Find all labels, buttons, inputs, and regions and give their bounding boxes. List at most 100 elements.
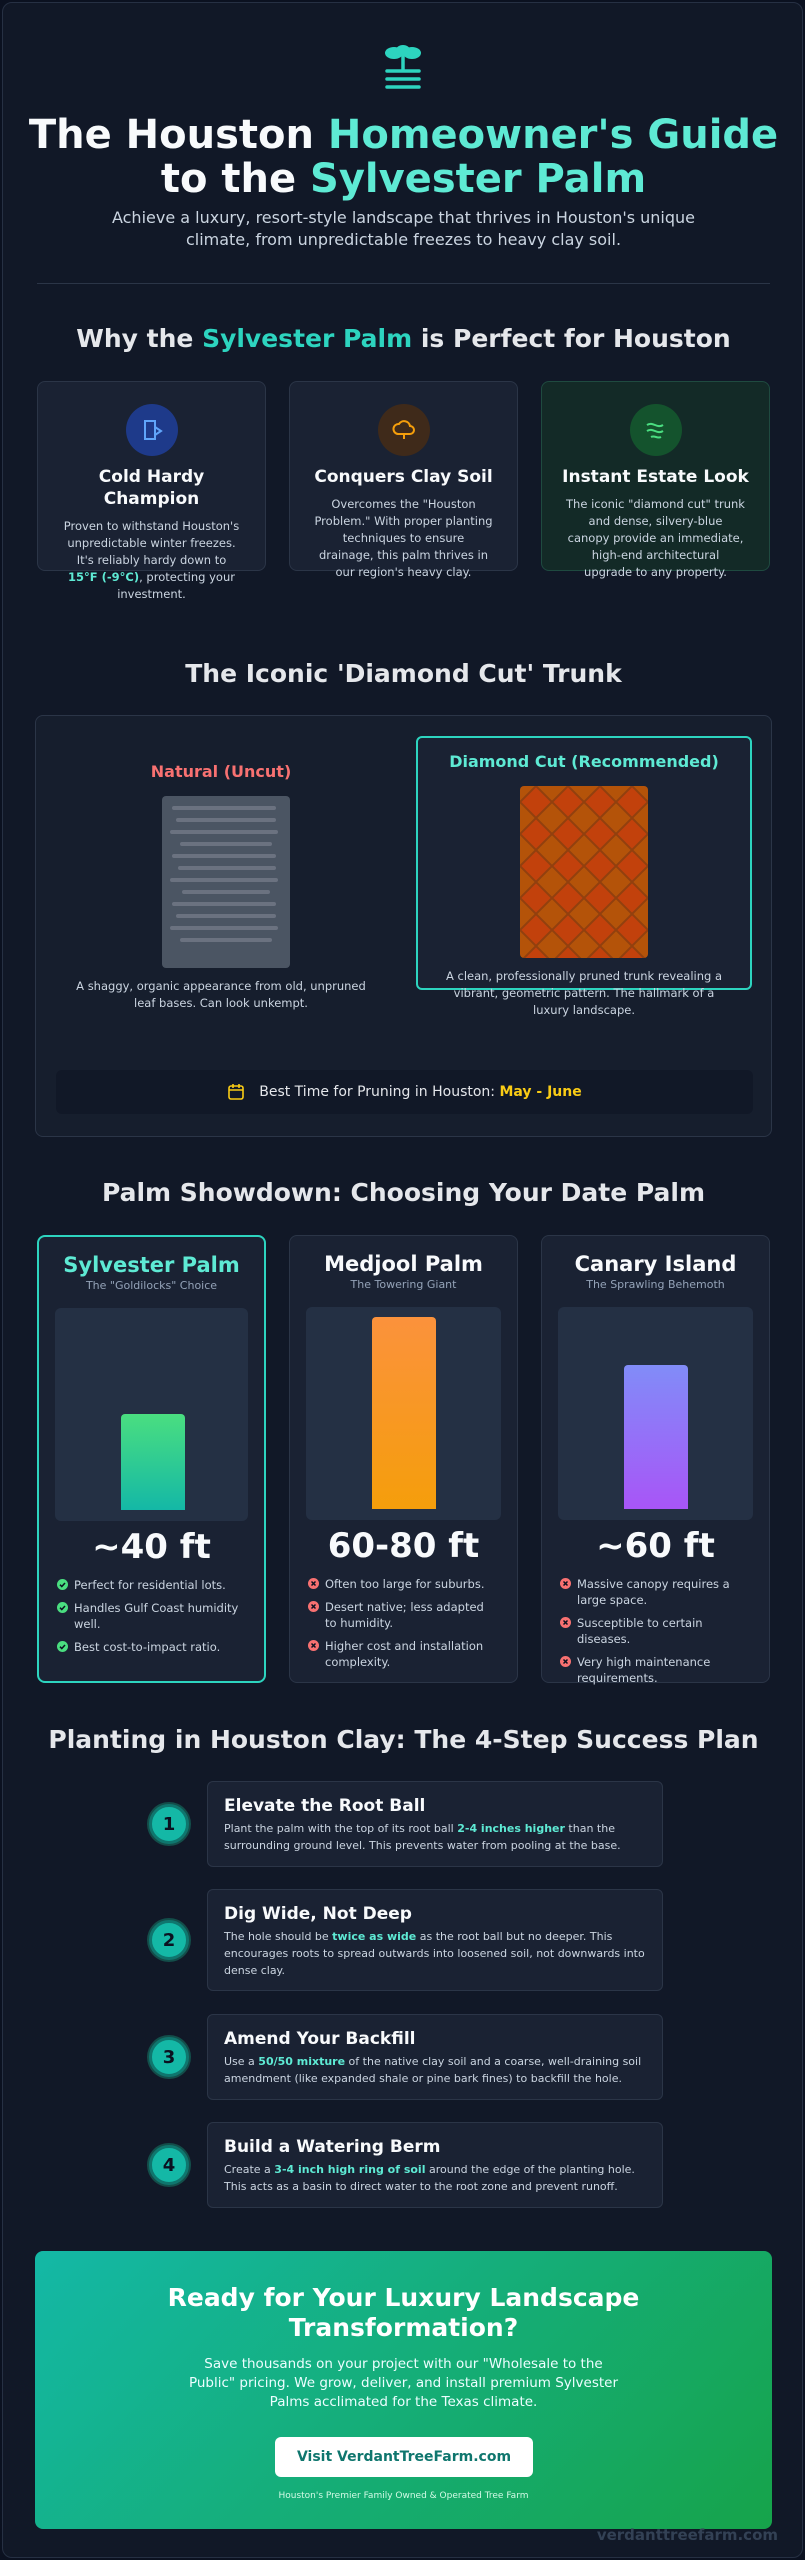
- point-text: Susceptible to certain diseases.: [577, 1616, 703, 1646]
- step-card: Build a Watering Berm Create a 3-4 inch h…: [207, 2122, 663, 2208]
- feature-icon: [629, 404, 682, 456]
- height-box: [55, 1308, 248, 1521]
- text: Proven to withstand Houston's unpredicta…: [63, 519, 240, 567]
- point-text: Handles Gulf Coast humidity well.: [74, 1601, 239, 1631]
- text: as the root ball but no deeper. This enc…: [224, 1930, 645, 1977]
- diamond-text: A clean, professionally pruned trunk rev…: [445, 969, 723, 1017]
- palm-height: ~60 ft: [596, 1526, 715, 1566]
- text: of the native clay soil and a coarse, we…: [224, 2055, 642, 2085]
- section-heading: Why the Sylvester Palm is Perfect for Ho…: [3, 324, 804, 353]
- palm-point: Often too large for suburbs.: [308, 1576, 499, 1592]
- text: around the edge of the planting hole. Th…: [224, 2163, 635, 2193]
- cross-icon: [560, 1656, 571, 1667]
- cta-text: Save thousands on your project with our …: [188, 2356, 619, 2410]
- check-icon: [57, 1579, 68, 1590]
- section-heading: Planting in Houston Clay: The 4-Step Suc…: [48, 1725, 759, 1754]
- title-text: The Houston: [28, 112, 328, 158]
- feature-icon: [125, 404, 178, 456]
- step-title: Build a Watering Berm: [224, 2137, 441, 2157]
- cross-icon: [560, 1578, 571, 1589]
- height-bar: [624, 1365, 688, 1509]
- logo-icon: [385, 45, 421, 89]
- check-icon: [57, 1602, 68, 1613]
- palm-card: Canary Island The Sprawling Behemoth ~60 f…: [541, 1235, 770, 1685]
- card-title: Cold Hardy Champion: [98, 467, 205, 509]
- step-number: 3: [149, 2037, 189, 2077]
- cta-panel: Ready for Your Luxury Landscape Transfor…: [35, 2251, 772, 2529]
- step-title: Amend Your Backfill: [224, 2029, 416, 2049]
- cta-heading: Ready for Your Luxury Landscape Transfor…: [167, 2283, 640, 2342]
- palm-card: Medjool Palm The Towering Giant 60-80 ft Of…: [289, 1235, 518, 1683]
- section-heading: The Iconic 'Diamond Cut' Trunk: [185, 659, 622, 688]
- check-icon: [57, 1641, 68, 1652]
- cross-icon: [308, 1601, 319, 1612]
- natural-text: A shaggy, organic appearance from old, u…: [76, 979, 366, 1010]
- palm-height: 60-80 ft: [327, 1526, 480, 1566]
- feature-card: Instant Estate Look The iconic "diamond c…: [541, 381, 770, 579]
- highlight: 3-4 inch high ring of soil: [274, 2163, 426, 2176]
- cta-button[interactable]: Visit VerdantTreeFarm.com: [275, 2437, 533, 2477]
- diamond-card: Diamond Cut (Recommended) A clean, profe…: [416, 736, 752, 1017]
- point-text: Best cost-to-impact ratio.: [74, 1640, 221, 1654]
- step-title: Elevate the Root Ball: [224, 1796, 426, 1816]
- divider: [37, 283, 770, 284]
- pruning-bar: Best Time for Pruning in Houston: May - …: [56, 1070, 753, 1114]
- page-title: The Houston Homeowner's Guide to the Sylv…: [3, 113, 804, 201]
- step-card: Amend Your Backfill Use a 50/50 mixture o…: [207, 2014, 663, 2100]
- palm-tagline: The Sprawling Behemoth: [586, 1278, 725, 1291]
- title-text: to the: [160, 156, 311, 202]
- text: Create a: [224, 2163, 275, 2176]
- palm-point: Massive canopy requires a large space.: [560, 1576, 751, 1608]
- point-text: Higher cost and installation complexity.: [325, 1639, 484, 1669]
- palm-height: ~40 ft: [92, 1527, 211, 1567]
- point-text: Massive canopy requires a large space.: [577, 1577, 730, 1607]
- natural-title: Natural (Uncut): [150, 762, 292, 781]
- calendar-icon: [228, 1084, 245, 1100]
- palm-point: Desert native; less adapted to humidity.: [308, 1599, 499, 1631]
- point-text: Desert native; less adapted to humidity.: [325, 1600, 484, 1630]
- highlight: twice as wide: [332, 1930, 417, 1943]
- step-number: 4: [149, 2145, 189, 2185]
- heading-highlight: Sylvester Palm: [202, 324, 413, 353]
- heading-text: Why the: [76, 324, 203, 353]
- title-highlight: Sylvester Palm: [310, 156, 647, 202]
- step-card: Elevate the Root Ball Plant the palm with…: [207, 1781, 663, 1867]
- highlight: 50/50 mixture: [258, 2055, 346, 2068]
- diamond-trunk: [520, 786, 648, 958]
- palm-name: Medjool Palm: [324, 1252, 483, 1276]
- icon: [391, 420, 415, 439]
- cross-icon: [308, 1578, 319, 1589]
- natural-trunk: [162, 796, 290, 968]
- feature-card: Conquers Clay Soil Overcomes the "Houston…: [289, 381, 518, 579]
- watermark: verdanttreefarm.com: [596, 2526, 778, 2544]
- title-highlight: Homeowner's Guide: [327, 112, 779, 158]
- card-title: Conquers Clay Soil: [314, 467, 493, 487]
- card-text: Overcomes the "Houston Problem." With pr…: [290, 488, 517, 589]
- step-text: Create a 3-4 inch high ring of soil arou…: [224, 2161, 646, 2195]
- palm-tagline: The Towering Giant: [350, 1278, 457, 1291]
- palm-point: Perfect for residential lots.: [57, 1577, 246, 1593]
- step-text: Plant the palm with the top of its root …: [224, 1820, 646, 1854]
- cta-note: Houston's Premier Family Owned & Operate…: [278, 2491, 529, 2501]
- text: Use a: [224, 2055, 259, 2068]
- pruning-value: May - June: [499, 1084, 582, 1100]
- cross-icon: [308, 1640, 319, 1651]
- trunk-panel: Natural (Uncut) A shaggy, organic appear…: [35, 715, 772, 1137]
- text: than the surrounding ground level. This …: [224, 1822, 621, 1852]
- step-text: Use a 50/50 mixture of the native clay s…: [224, 2053, 646, 2087]
- highlight: 2-4 inches higher: [457, 1822, 565, 1835]
- step-text: The hole should be twice as wide as the …: [224, 1928, 646, 1979]
- palm-name: Sylvester Palm: [63, 1253, 240, 1277]
- height-bar: [372, 1317, 436, 1509]
- feature-icon: [377, 404, 430, 456]
- text: The hole should be: [224, 1930, 333, 1943]
- text: , protecting your investment.: [117, 570, 235, 601]
- palm-tagline: The "Goldilocks" Choice: [85, 1279, 218, 1292]
- step-card: Dig Wide, Not Deep The hole should be twi…: [207, 1889, 663, 1991]
- card-title: Instant Estate Look: [562, 467, 749, 487]
- step-title: Dig Wide, Not Deep: [224, 1904, 412, 1924]
- cross-icon: [560, 1617, 571, 1628]
- pruning-label: Best Time for Pruning in Houston:: [259, 1084, 500, 1100]
